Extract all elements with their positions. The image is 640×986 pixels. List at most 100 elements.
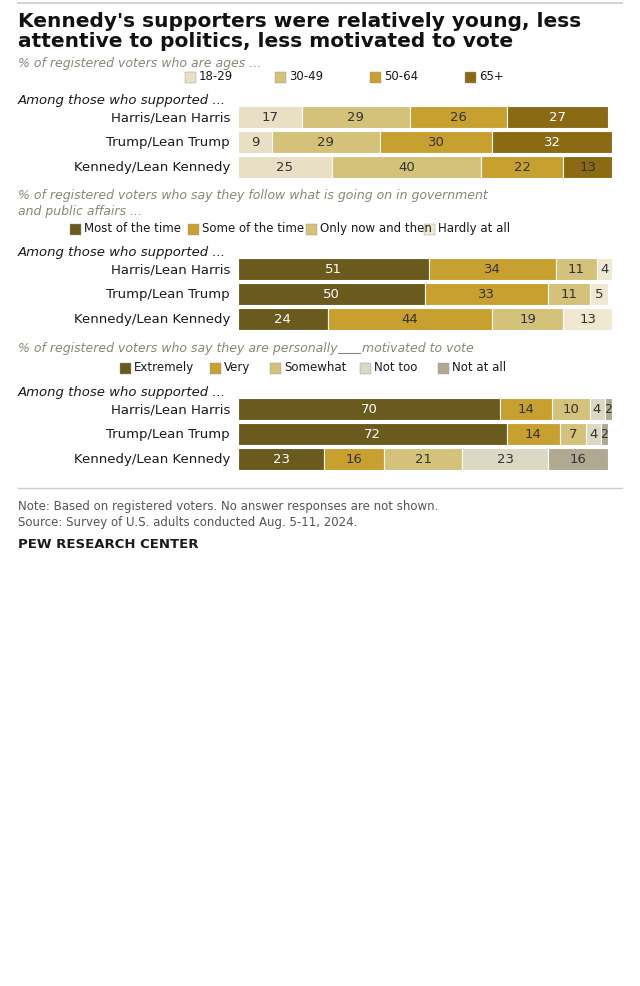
Text: 16: 16: [346, 453, 362, 466]
Bar: [238, 106, 301, 129]
Text: 14: 14: [518, 403, 534, 416]
Bar: [425, 284, 548, 306]
Text: Very: Very: [224, 361, 250, 374]
Text: motivated to vote: motivated to vote: [362, 342, 474, 355]
Text: 11: 11: [568, 263, 585, 276]
Bar: [556, 258, 597, 281]
Text: Note: Based on registered voters. No answer responses are not shown.: Note: Based on registered voters. No ans…: [18, 500, 438, 513]
Bar: [188, 224, 199, 236]
Bar: [70, 224, 81, 236]
Text: 50-64: 50-64: [384, 70, 418, 84]
Text: 24: 24: [275, 314, 291, 326]
Bar: [605, 398, 612, 421]
Bar: [238, 309, 328, 330]
Text: Only now and then: Only now and then: [320, 222, 432, 236]
Text: and public affairs ...: and public affairs ...: [18, 205, 142, 218]
Bar: [424, 224, 435, 236]
Text: Source: Survey of U.S. adults conducted Aug. 5-11, 2024.: Source: Survey of U.S. adults conducted …: [18, 516, 357, 528]
Text: 26: 26: [450, 111, 467, 124]
Text: 11: 11: [561, 288, 577, 301]
Text: attentive to politics, less motivated to vote: attentive to politics, less motivated to…: [18, 32, 513, 51]
Bar: [601, 424, 608, 446]
Text: 18-29: 18-29: [199, 70, 233, 84]
Text: 14: 14: [525, 428, 542, 441]
Text: 21: 21: [415, 453, 431, 466]
Text: 51: 51: [325, 263, 342, 276]
Text: 23: 23: [497, 453, 514, 466]
Bar: [238, 284, 425, 306]
Text: Somewhat: Somewhat: [284, 361, 346, 374]
Bar: [492, 132, 612, 154]
Bar: [324, 449, 384, 470]
Bar: [492, 309, 563, 330]
Bar: [238, 132, 271, 154]
Text: Not too: Not too: [374, 361, 417, 374]
Text: 5: 5: [595, 288, 603, 301]
Bar: [238, 258, 429, 281]
Bar: [275, 72, 286, 84]
Bar: [332, 157, 481, 178]
Bar: [589, 284, 608, 306]
Bar: [380, 132, 492, 154]
Text: Harris/Lean Harris: Harris/Lean Harris: [111, 403, 230, 416]
Bar: [589, 398, 605, 421]
Text: 32: 32: [543, 136, 561, 149]
Text: % of registered voters who say they follow what is going on in government: % of registered voters who say they foll…: [18, 188, 488, 202]
Text: 72: 72: [364, 428, 381, 441]
Text: 33: 33: [478, 288, 495, 301]
Bar: [384, 449, 462, 470]
Text: 9: 9: [251, 136, 259, 149]
Bar: [370, 72, 381, 84]
Text: 17: 17: [261, 111, 278, 124]
Text: 23: 23: [273, 453, 289, 466]
Text: 30: 30: [428, 136, 445, 149]
Bar: [301, 106, 410, 129]
Text: Harris/Lean Harris: Harris/Lean Harris: [111, 263, 230, 276]
Text: 13: 13: [579, 162, 596, 175]
Text: 70: 70: [360, 403, 378, 416]
Text: 29: 29: [317, 136, 334, 149]
Bar: [210, 363, 221, 374]
Text: 4: 4: [589, 428, 598, 441]
Text: Kennedy/Lean Kennedy: Kennedy/Lean Kennedy: [74, 453, 230, 466]
Text: Among those who supported ...: Among those who supported ...: [18, 386, 226, 398]
Text: 44: 44: [402, 314, 419, 326]
Text: 65+: 65+: [479, 70, 504, 84]
Text: Extremely: Extremely: [134, 361, 195, 374]
Text: 7: 7: [568, 428, 577, 441]
Bar: [559, 424, 586, 446]
Bar: [508, 424, 559, 446]
Bar: [270, 363, 281, 374]
Text: 2: 2: [604, 403, 612, 416]
Bar: [438, 363, 449, 374]
Text: 10: 10: [563, 403, 579, 416]
Text: PEW RESEARCH CENTER: PEW RESEARCH CENTER: [18, 537, 198, 550]
Text: 16: 16: [570, 453, 587, 466]
Bar: [238, 398, 500, 421]
Text: 30-49: 30-49: [289, 70, 323, 84]
Text: Among those who supported ...: Among those who supported ...: [18, 246, 226, 258]
Text: 2: 2: [600, 428, 609, 441]
Text: 50: 50: [323, 288, 340, 301]
Text: Trump/Lean Trump: Trump/Lean Trump: [106, 428, 230, 441]
Bar: [597, 258, 612, 281]
Bar: [238, 424, 508, 446]
Text: 25: 25: [276, 162, 293, 175]
Text: Trump/Lean Trump: Trump/Lean Trump: [106, 136, 230, 149]
Bar: [563, 157, 612, 178]
Text: 4: 4: [600, 263, 609, 276]
Bar: [548, 284, 589, 306]
Bar: [508, 106, 608, 129]
Bar: [185, 72, 196, 84]
Text: Hardly at all: Hardly at all: [438, 222, 510, 236]
Text: Kennedy's supporters were relatively young, less: Kennedy's supporters were relatively you…: [18, 12, 581, 31]
Text: Trump/Lean Trump: Trump/Lean Trump: [106, 288, 230, 301]
Bar: [548, 449, 608, 470]
Text: 29: 29: [348, 111, 364, 124]
Bar: [481, 157, 563, 178]
Text: 22: 22: [514, 162, 531, 175]
Text: 40: 40: [398, 162, 415, 175]
Text: 27: 27: [549, 111, 566, 124]
Bar: [462, 449, 548, 470]
Bar: [429, 258, 556, 281]
